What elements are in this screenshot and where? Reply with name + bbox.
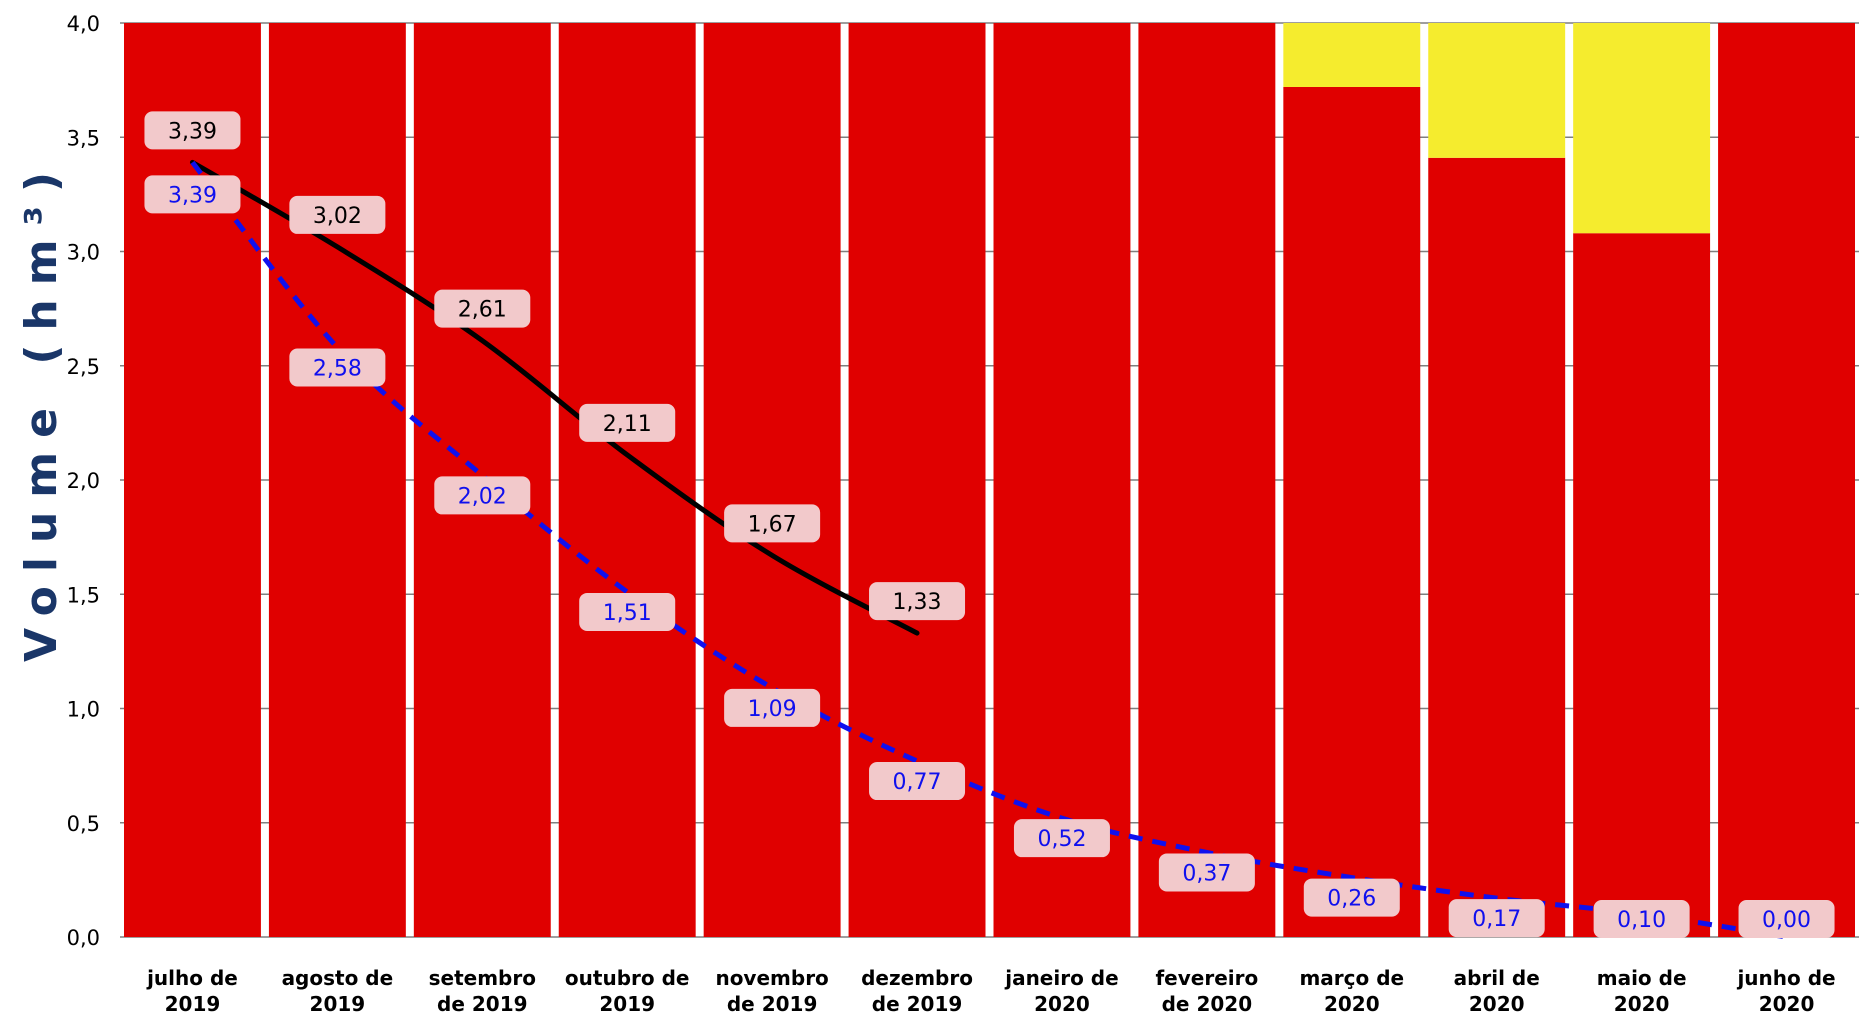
x-tick-label: dezembro de 2019	[861, 966, 973, 1013]
data-label-text: 2,61	[458, 298, 507, 323]
y-tick-label: 0,0	[67, 926, 100, 950]
bar-red	[124, 23, 261, 937]
x-tick-label: outubro de 2019	[565, 966, 690, 1013]
data-label-text: 2,02	[458, 484, 507, 509]
data-label: 2,11	[579, 403, 676, 442]
data-label: 3,39	[144, 111, 241, 150]
y-axis: 0,0 0,5 1,0 1,5 2,0 2,5 3,0 3,5 4,0	[67, 12, 100, 950]
data-label-text: 0,52	[1037, 827, 1086, 852]
data-label-text: 0,26	[1327, 887, 1376, 912]
data-label-box	[289, 348, 386, 387]
bar-yellow	[1573, 23, 1711, 234]
data-label-text: 2,58	[313, 356, 362, 381]
data-label-box	[1593, 900, 1690, 938]
bar-red	[1573, 233, 1711, 938]
bar-red	[1283, 86, 1421, 938]
data-label: 0,77	[869, 762, 966, 801]
data-label: 2,61	[434, 289, 531, 328]
data-label-box	[869, 762, 966, 801]
data-label-text: 3,39	[168, 119, 217, 144]
bar-yellow	[1283, 23, 1421, 87]
data-label-box	[1158, 853, 1255, 892]
data-label-box	[724, 504, 821, 543]
data-label-box	[724, 688, 821, 727]
y-tick-label: 3,0	[67, 241, 100, 265]
data-label: 3,39	[144, 175, 241, 214]
data-label-box	[579, 403, 676, 442]
y-tick-label: 3,5	[67, 126, 100, 150]
data-label-text: 3,39	[168, 183, 217, 208]
data-label: 1,33	[869, 582, 966, 621]
y-tick-label: 2,5	[67, 355, 100, 379]
bar-red	[558, 23, 696, 937]
data-label-box	[144, 111, 241, 150]
data-label-text: 0,00	[1762, 908, 1811, 933]
x-tick-label: agosto de 2019	[282, 966, 394, 1013]
data-label: 1,67	[724, 504, 821, 543]
x-tick-label: maio de 2020	[1597, 966, 1687, 1013]
series-line-solid	[189, 159, 920, 636]
data-label-box	[1303, 878, 1400, 917]
bar-red	[1428, 157, 1566, 937]
data-label-box	[289, 195, 386, 234]
data-label-box	[434, 289, 531, 328]
data-label: 3,02	[289, 195, 386, 234]
data-label: 2,58	[289, 348, 386, 387]
bar-red	[1718, 23, 1855, 937]
data-label: 0,10	[1593, 900, 1690, 938]
data-label: 0,26	[1303, 878, 1400, 917]
data-label-box	[869, 582, 966, 621]
x-tick-label: julho de 2019	[146, 966, 238, 1013]
x-tick-label: abril de 2020	[1454, 966, 1540, 1013]
data-label-text: 2,11	[603, 412, 652, 437]
data-label: 0,17	[1448, 899, 1545, 938]
data-labels: 3,39 3,02 2,61 2,11 1,67 1,33 3,39 2,58 2,02 1,51…	[144, 111, 1835, 938]
data-label-box	[144, 175, 241, 214]
data-label: 0,00	[1738, 900, 1835, 938]
data-label-box	[1013, 819, 1110, 858]
data-label-text: 1,51	[603, 601, 652, 626]
x-tick-label: junho de 2020	[1736, 966, 1835, 1013]
data-label-text: 3,02	[313, 204, 362, 229]
y-tick-label: 2,0	[67, 469, 100, 493]
data-label-text: 0,37	[1182, 861, 1231, 886]
data-label-box	[579, 592, 676, 631]
x-axis: julho de 2019 agosto de 2019 setembro de 2019…	[146, 966, 1836, 1013]
gridlines	[120, 22, 1859, 938]
data-label: 0,37	[1158, 853, 1255, 892]
data-label-text: 1,33	[893, 590, 942, 615]
data-label: 1,09	[724, 688, 821, 727]
y-tick-label: 4,0	[67, 12, 100, 36]
data-label-box	[434, 476, 531, 515]
bar-red	[993, 23, 1131, 937]
data-label: 1,51	[579, 592, 676, 631]
x-tick-label: março de 2020	[1299, 966, 1404, 1013]
x-tick-label: janeiro de 2020	[1004, 966, 1118, 1013]
x-tick-label: fevereiro de 2020	[1155, 966, 1258, 1013]
bar-red	[268, 23, 406, 937]
data-label-text: 1,09	[748, 697, 797, 722]
bar-red	[1138, 23, 1276, 937]
y-tick-label: 1,0	[67, 698, 100, 722]
data-label: 2,02	[434, 476, 531, 515]
x-tick-label: novembro de 2019	[715, 966, 828, 1013]
data-label-text: 0,10	[1617, 908, 1666, 933]
data-label-box	[1738, 900, 1835, 938]
x-tick-label: setembro de 2019	[429, 966, 536, 1013]
data-label-text: 1,67	[748, 512, 797, 537]
y-axis-title: Volume (hm³)	[16, 158, 67, 662]
y-tick-label: 1,5	[67, 583, 100, 607]
data-label-box	[1448, 899, 1545, 938]
bar-red	[703, 23, 841, 937]
data-label-text: 0,77	[893, 770, 942, 795]
data-label: 0,52	[1013, 819, 1110, 858]
y-tick-label: 0,5	[67, 812, 100, 836]
bar-yellow	[1428, 23, 1566, 158]
data-label-text: 0,17	[1472, 907, 1521, 932]
